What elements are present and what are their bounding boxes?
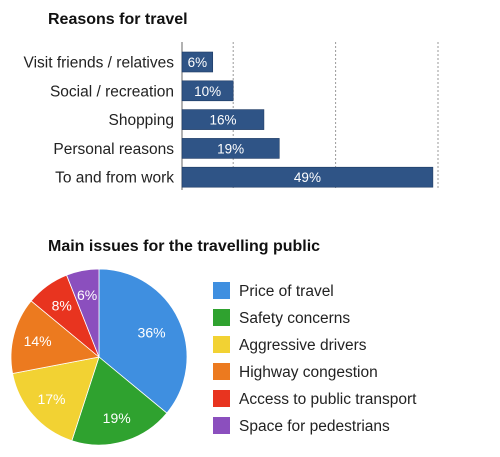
bar-category-label: Personal reasons [53,141,174,158]
pie-slice [10,300,100,374]
legend-swatch [213,336,230,353]
bar-chart-bars: Visit friends / relatives 6% Social / recr… [24,51,434,188]
bar-value-label: 49% [294,170,321,185]
bar-category-label: Visit friends / relatives [24,55,175,72]
legend-label: Highway congestion [239,364,378,381]
bar-value-label: 10% [194,84,221,99]
pie-slice-label: 6% [77,287,97,303]
pie-slice [66,268,100,358]
pie-slice-label: 8% [52,298,72,314]
bar-value-label: 19% [217,141,244,156]
pie-chart-title: Main issues for the travelling public [48,238,320,255]
pie-slice-label: 14% [24,333,52,349]
reasons-bar-chart: Reasons for travel Visit friends / relat… [24,11,439,190]
bar-value-label: 16% [209,113,236,128]
legend-label: Space for pedestrians [239,418,390,435]
bar-value-label: 6% [188,55,208,70]
bar-category-label: Shopping [108,112,174,129]
bar [181,51,214,73]
pie-chart-labels: 36% 19% 17% 14% 8% 6% [24,287,166,426]
legend-swatch [213,417,230,434]
pie-slice-label: 36% [138,324,166,340]
bar-chart-title: Reasons for travel [48,11,188,28]
pie-chart-slices [10,268,188,446]
bar [181,138,280,159]
bar-category-label: To and from work [55,170,174,187]
legend-label: Access to public transport [239,391,417,408]
pie-slice [12,356,100,442]
legend-swatch [213,282,230,299]
pie-chart-legend: Price of travel Safety concerns Aggressive… [213,282,417,435]
legend-swatch [213,363,230,380]
legend-label: Price of travel [239,283,334,300]
bar-category-label: Social / recreation [50,83,174,100]
legend-swatch [213,309,230,326]
pie-slice [71,356,168,446]
issues-pie-chart: Main issues for the travelling public 36… [10,238,417,446]
pie-slice-label: 17% [37,391,65,407]
pie-slice [98,268,188,414]
legend-label: Safety concerns [239,310,350,327]
legend-swatch [213,390,230,407]
pie-slice-label: 19% [103,410,131,426]
bar [181,109,265,130]
bar [181,80,234,102]
bar [181,166,434,188]
legend-label: Aggressive drivers [239,337,367,354]
